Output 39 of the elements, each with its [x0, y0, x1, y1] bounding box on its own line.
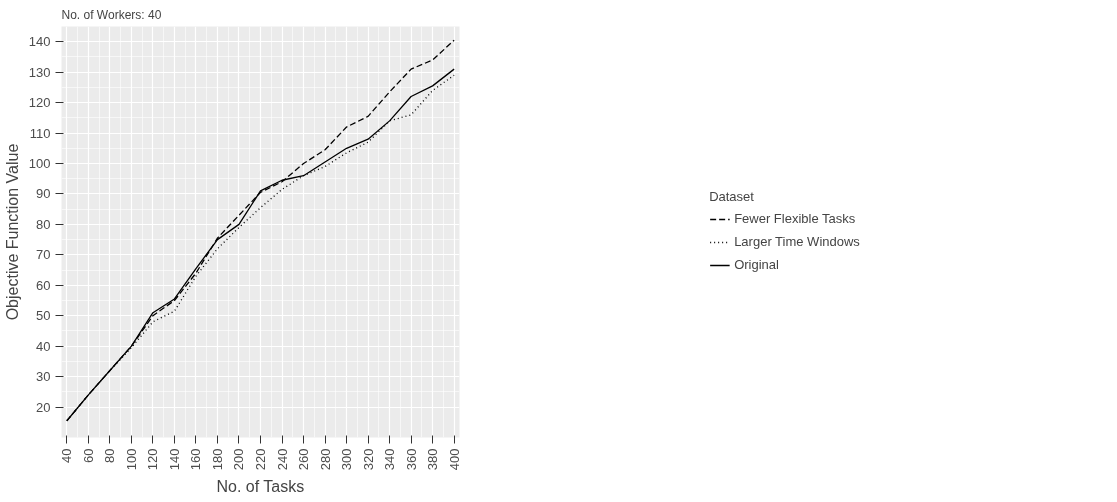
x-tick-label: 280: [317, 448, 333, 471]
x-axis-title: No. of Tasks: [216, 478, 305, 496]
x-tick-label: 120: [145, 448, 161, 471]
x-tick-label: 340: [382, 448, 398, 471]
legend-title: Dataset: [709, 188, 755, 204]
x-tick-label: 320: [360, 448, 376, 471]
y-tick-label: 120: [28, 95, 51, 111]
y-tick-label: 20: [36, 399, 51, 415]
x-tick-label: 60: [80, 448, 96, 463]
x-tick-label: 200: [231, 448, 247, 471]
y-axis-title: Objective Function Value: [3, 143, 21, 321]
legend-label: Original: [734, 257, 779, 272]
y-tick-label: 100: [28, 156, 51, 171]
x-tick-label: 100: [123, 448, 139, 471]
x-tick-label: 380: [425, 448, 441, 471]
y-tick-label: 80: [36, 216, 51, 232]
x-tick-label: 300: [339, 448, 355, 471]
legend-label: Fewer Flexible Tasks: [734, 211, 856, 226]
x-tick-label: 360: [403, 448, 419, 471]
y-tick-label: 30: [36, 369, 51, 385]
x-tick-label: 180: [209, 448, 225, 471]
y-tick-label: 90: [36, 186, 51, 202]
x-tick-label: 260: [296, 448, 312, 471]
y-tick-label: 140: [28, 34, 51, 50]
chart-title: No. of Workers: 40: [61, 7, 162, 22]
x-tick-label: 140: [166, 448, 182, 471]
legend-label: Larger Time Windows: [734, 234, 860, 249]
x-tick-label: 40: [59, 448, 75, 463]
y-tick-label: 130: [28, 64, 51, 80]
x-tick-label: 400: [446, 448, 462, 471]
y-tick-label: 110: [29, 125, 51, 141]
x-tick-label: 240: [274, 448, 290, 471]
y-tick-label: 40: [36, 338, 51, 354]
y-tick-label: 70: [36, 247, 51, 263]
x-tick-label: 160: [188, 448, 204, 471]
y-tick-label: 60: [36, 277, 51, 293]
x-tick-label: 80: [102, 448, 118, 463]
x-tick-label: 220: [253, 448, 268, 471]
y-tick-label: 50: [36, 308, 51, 324]
